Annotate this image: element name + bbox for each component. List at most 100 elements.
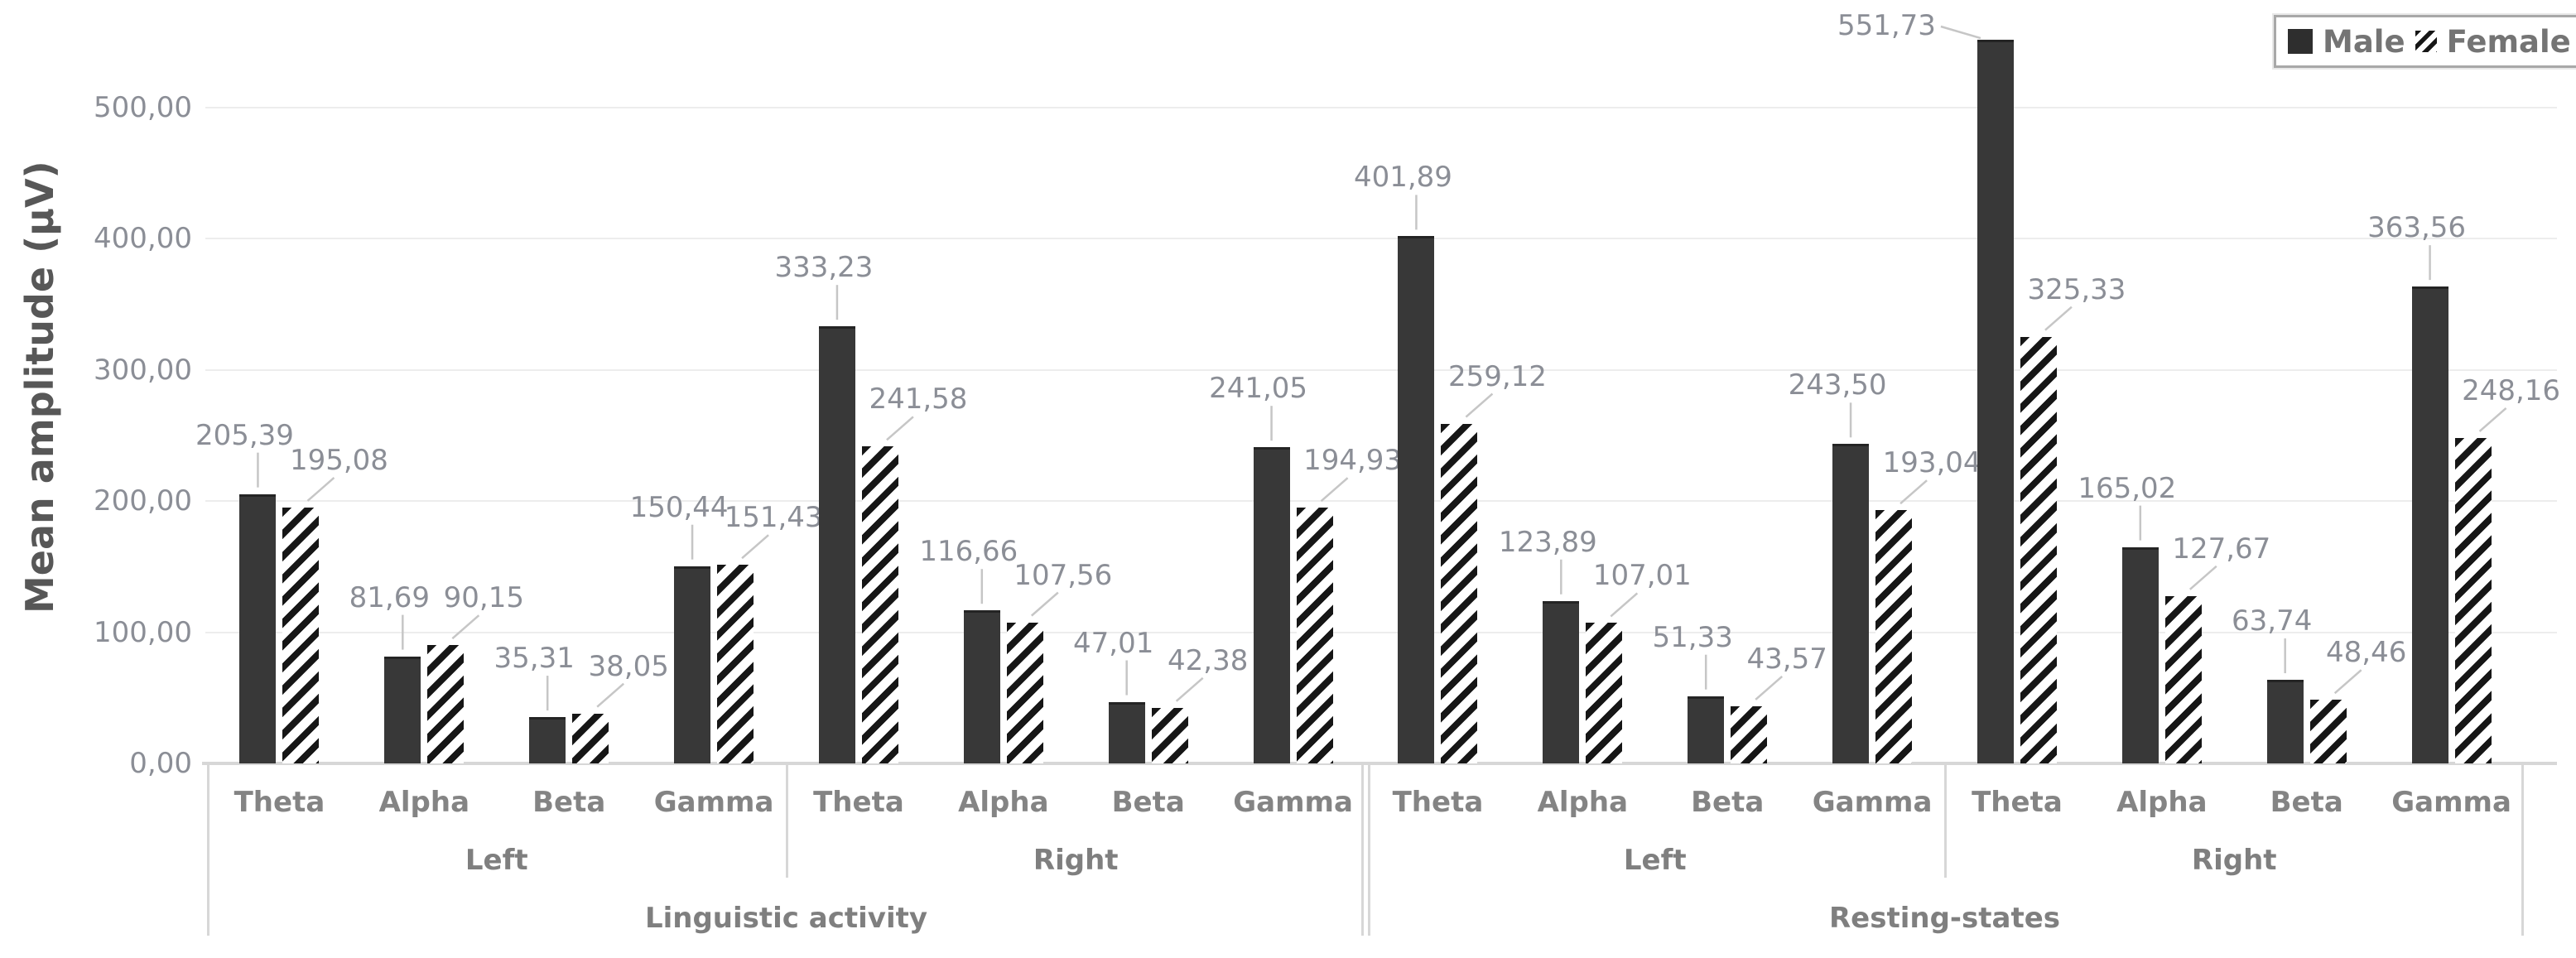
band-label: Theta	[1972, 786, 2063, 819]
axis-side-separator	[1943, 765, 1947, 878]
value-label-female: 248,16	[2462, 373, 2561, 407]
bar-male	[818, 326, 855, 763]
bar-female	[1151, 707, 1188, 763]
side-label: Left	[1623, 844, 1687, 877]
bar-male	[2121, 546, 2159, 763]
band-label: Gamma	[653, 786, 774, 819]
y-tick-label: 0,00	[129, 747, 192, 780]
bar-male	[1108, 701, 1145, 763]
band-label: Theta	[813, 786, 904, 819]
legend-female-swatch-icon	[2415, 31, 2437, 52]
legend: Male Female	[2274, 15, 2576, 68]
y-tick-label: 100,00	[94, 615, 192, 649]
side-label: Left	[465, 844, 528, 877]
axis-activity-separator	[1368, 765, 1370, 936]
bar-female	[1731, 705, 1768, 763]
value-label-female: 42,38	[1168, 643, 1249, 677]
bar-male	[674, 566, 711, 763]
x-axis-baseline	[202, 762, 2557, 765]
band-label: Gamma	[2391, 786, 2511, 819]
bar-female	[717, 565, 754, 763]
value-label-female: 48,46	[2326, 636, 2407, 670]
bar-male	[239, 493, 277, 763]
band-label: Alpha	[958, 786, 1049, 819]
legend-male-label: Male	[2323, 23, 2405, 60]
value-label-male: 363,56	[2367, 211, 2467, 245]
bar-female	[572, 713, 609, 763]
value-label-male: 47,01	[1073, 626, 1154, 660]
value-label-female: 127,67	[2172, 532, 2271, 566]
value-label-male: 63,74	[2232, 604, 2313, 638]
side-label: Right	[1033, 844, 1119, 877]
y-tick-label: 400,00	[94, 222, 192, 256]
value-label-female: 325,33	[2027, 272, 2126, 306]
band-label: Beta	[1111, 786, 1185, 819]
bar-female	[1006, 622, 1043, 763]
axis-activity-separator	[1361, 765, 1364, 936]
axis-border-right	[2521, 765, 2524, 936]
bar-male	[1398, 236, 1435, 763]
band-label: Gamma	[1812, 786, 1933, 819]
bar-male	[1977, 40, 2014, 763]
y-axis-title: Mean amplitude (μV)	[17, 161, 62, 614]
bar-male	[1688, 696, 1725, 763]
value-label-male: 241,05	[1209, 372, 1308, 406]
bar-female	[1586, 623, 1623, 763]
value-label-male: 333,23	[774, 251, 874, 285]
bar-female	[2309, 700, 2347, 763]
y-tick-label: 300,00	[94, 353, 192, 387]
axis-side-separator	[785, 765, 788, 878]
bar-male	[2266, 680, 2304, 763]
gridline	[205, 107, 2557, 108]
bar-male	[1543, 600, 1580, 763]
axis-border-left	[207, 765, 209, 936]
value-label-female: 241,58	[869, 383, 968, 416]
value-label-male: 243,50	[1788, 368, 1887, 402]
band-label: Theta	[234, 786, 325, 819]
gridline	[205, 368, 2557, 371]
y-tick-label: 200,00	[94, 484, 192, 518]
value-label-male: 51,33	[1652, 620, 1733, 654]
value-label-female: 90,15	[443, 581, 524, 615]
bar-male	[529, 717, 566, 763]
activity-label: Linguistic activity	[644, 902, 928, 935]
band-label: Alpha	[378, 786, 470, 819]
value-label-male: 81,69	[349, 580, 430, 614]
value-label-male: 123,89	[1498, 525, 1597, 559]
value-label-female: 151,43	[724, 501, 823, 535]
value-label-female: 259,12	[1447, 359, 1547, 393]
band-label: Beta	[532, 786, 606, 819]
activity-label: Resting-states	[1828, 902, 2061, 935]
band-label: Beta	[1691, 786, 1765, 819]
bar-female	[282, 507, 320, 763]
y-tick-label: 500,00	[94, 91, 192, 124]
value-label-female: 194,93	[1303, 444, 1403, 478]
bar-male	[384, 656, 421, 763]
value-label-male: 165,02	[2078, 471, 2177, 505]
band-label: Alpha	[2116, 786, 2208, 819]
legend-female-label: Female	[2446, 23, 2571, 60]
bar-male	[2411, 286, 2448, 763]
bar-female	[1441, 423, 1478, 763]
value-label-female: 38,05	[588, 649, 669, 683]
bar-male	[1253, 447, 1290, 763]
value-label-female: 193,04	[1882, 446, 1981, 480]
gridline	[205, 500, 2557, 503]
bar-female	[1296, 508, 1333, 763]
value-label-female: 195,08	[289, 443, 388, 477]
gridline	[205, 238, 2557, 240]
bar-female	[2164, 595, 2202, 763]
value-label-male: 205,39	[195, 418, 294, 452]
value-label-male: 551,73	[1837, 9, 1936, 42]
value-label-male: 150,44	[629, 490, 729, 524]
side-label: Right	[2191, 844, 2277, 877]
value-label-male: 401,89	[1353, 161, 1452, 195]
bar-female	[861, 446, 898, 763]
bar-male	[963, 610, 1000, 763]
band-label: Theta	[1392, 786, 1484, 819]
value-label-male: 116,66	[919, 535, 1018, 569]
band-label: Alpha	[1537, 786, 1629, 819]
bar-male	[1832, 444, 1870, 763]
bar-female	[427, 645, 465, 763]
